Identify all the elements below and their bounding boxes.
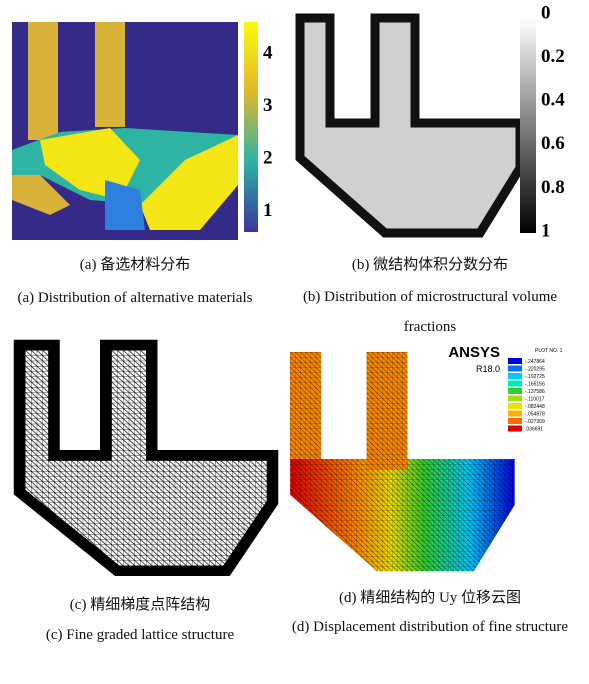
legend-label: -.247864 <box>525 359 545 365</box>
legend-label: -.110017 <box>525 397 545 403</box>
ansys-logo: ANSYS <box>448 344 500 361</box>
legend-swatch <box>508 411 522 417</box>
caption-cn: (a) 备选材料分布 <box>10 250 260 280</box>
caption-en: (a) Distribution of alternative material… <box>10 283 260 313</box>
legend-swatch <box>508 381 522 387</box>
caption-cn: (b) 微结构体积分数分布 <box>290 250 570 280</box>
legend-swatch <box>508 366 522 372</box>
legend-swatch <box>508 373 522 379</box>
colorbar-tick-label: 0.2 <box>541 46 565 67</box>
colorbar <box>520 18 536 233</box>
legend-label: -.192725 <box>525 374 545 380</box>
caption-cn: (c) 精细梯度点阵结构 <box>0 590 280 620</box>
colorbar-tick-label: 1 <box>541 220 551 241</box>
colorbar-tick-label: 0.4 <box>541 90 565 111</box>
legend-label: .036691 <box>525 427 543 433</box>
legend-swatch <box>508 388 522 394</box>
page: 4 3 2 1 0 0.2 0.4 0.6 0.8 1 ANSYS R18.0 PLOT NO.… <box>0 0 589 684</box>
colorbar <box>244 22 258 232</box>
legend-label: -.027309 <box>525 419 545 425</box>
plot-number: PLOT NO. 1 <box>535 348 563 354</box>
ansys-version: R18.0 <box>476 364 500 374</box>
legend-swatch <box>508 396 522 402</box>
caption-en: (d) Displacement distribution of fine st… <box>290 612 570 642</box>
legend-label: -.054878 <box>525 412 545 418</box>
colorbar-tick-label: 1 <box>263 200 273 221</box>
material-map <box>12 22 238 240</box>
figure: 4 3 2 1 0 0.2 0.4 0.6 0.8 1 ANSYS R18.0 PLOT NO.… <box>0 0 589 684</box>
caption-en: (b) Distribution of microstructural volu… <box>295 282 565 342</box>
caption-cn: (d) 精细结构的 Uy 位移云图 <box>280 583 580 613</box>
legend-swatch <box>508 426 522 432</box>
colorbar-tick-label: 0 <box>541 2 551 23</box>
colorbar-tick-label: 2 <box>263 148 273 169</box>
lattice-structure <box>20 345 273 571</box>
displacement-map <box>290 352 514 571</box>
legend-label: -.137586 <box>525 389 545 395</box>
colorbar-tick-label: 0.8 <box>541 177 565 198</box>
caption-en: (c) Fine graded lattice structure <box>0 620 280 650</box>
colorbar-tick-label: 4 <box>263 43 273 64</box>
legend-label: -.220295 <box>525 367 545 373</box>
legend-swatch <box>508 418 522 424</box>
legend-swatch <box>508 403 522 409</box>
colorbar-tick-label: 0.6 <box>541 133 565 154</box>
legend-swatch <box>508 358 522 364</box>
legend-label: -.082448 <box>525 404 545 410</box>
legend-label: -.165156 <box>525 382 545 388</box>
volume-fraction-map <box>300 18 520 233</box>
colorbar-tick-label: 3 <box>263 95 273 116</box>
